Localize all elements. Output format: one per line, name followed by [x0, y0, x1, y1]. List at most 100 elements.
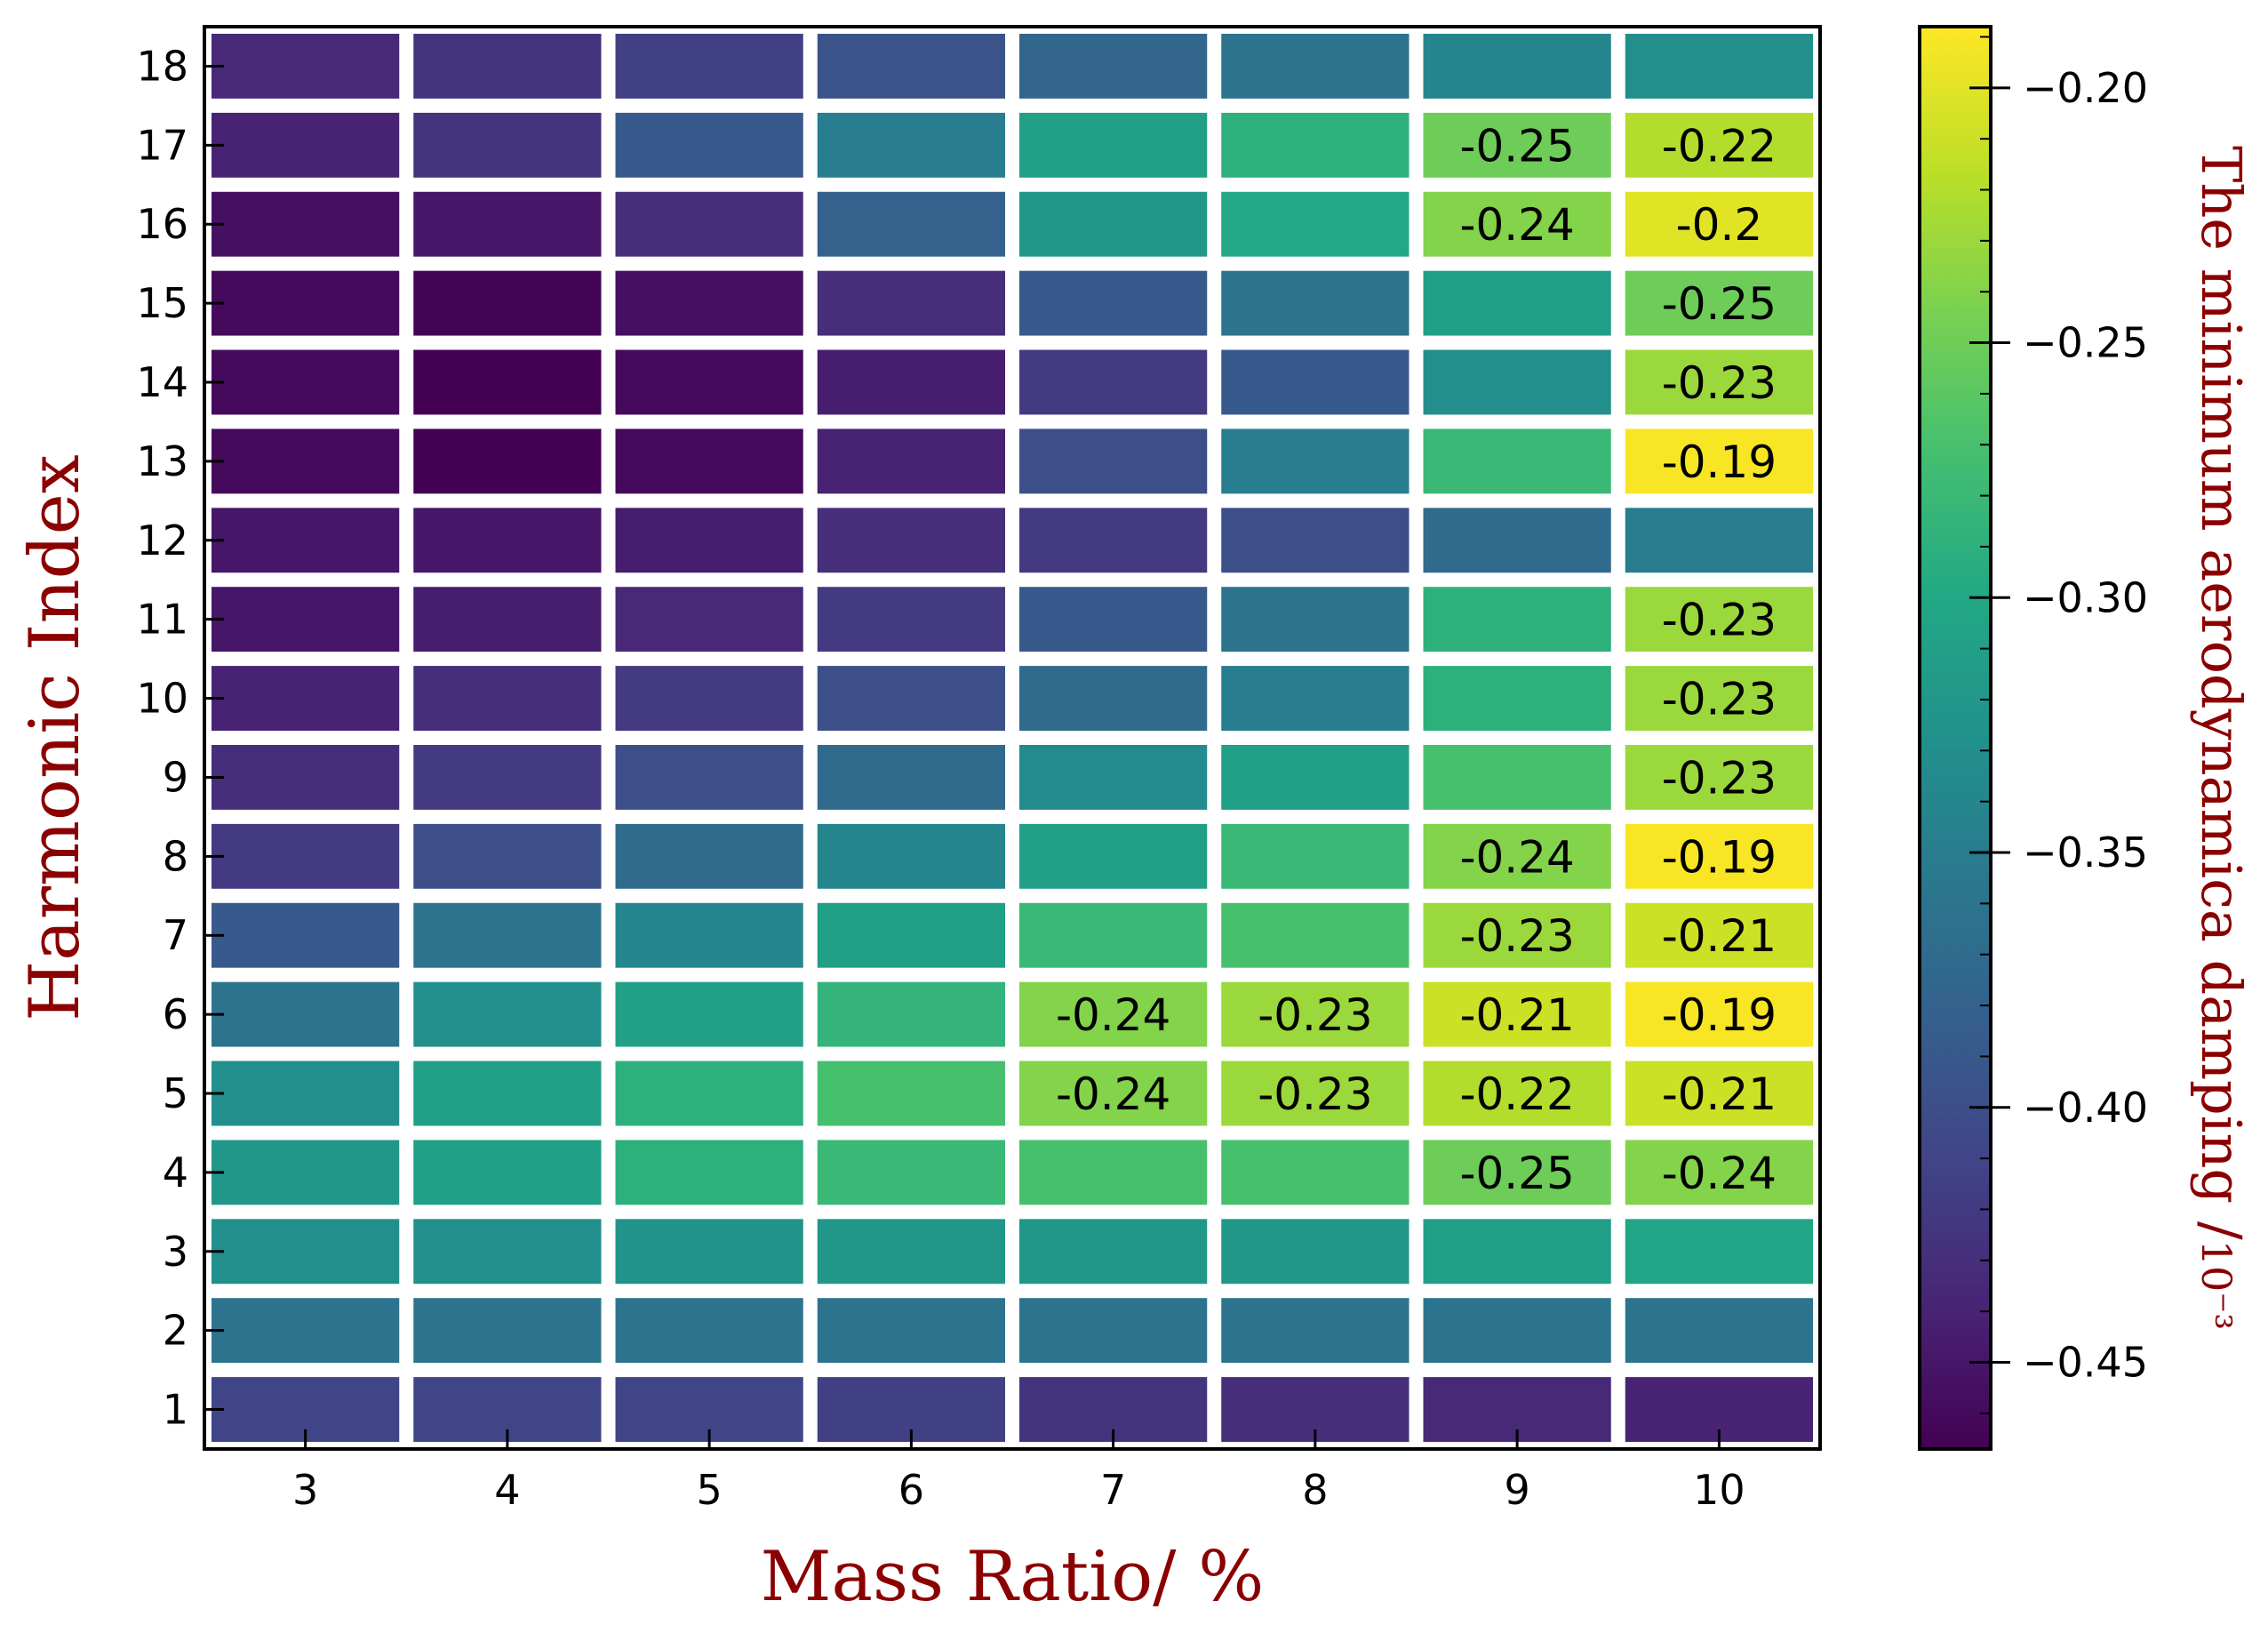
plot-frame [203, 25, 1822, 1451]
cell-m4-h18 [413, 34, 602, 99]
x-tick-label: 5 [696, 1466, 722, 1514]
cell-m5-h13 [615, 428, 803, 494]
cell-m3-h5 [212, 1061, 400, 1126]
cell-m3-h11 [212, 587, 400, 652]
cell-m9-h13 [1423, 428, 1611, 494]
cell-m5-h12 [615, 508, 803, 573]
cell-value-m8-h5: -0.23 [1258, 1069, 1372, 1120]
cell-m8-h7 [1221, 902, 1410, 968]
cell-m7-h5 [1019, 1061, 1208, 1126]
cell-m6-h9 [817, 745, 1005, 810]
cell-m10-h11 [1625, 587, 1813, 652]
cell-m8-h8 [1221, 823, 1410, 889]
cell-m5-h15 [615, 270, 803, 336]
cell-m3-h15 [212, 270, 400, 336]
cell-m5-h14 [615, 349, 803, 415]
cell-m8-h5 [1221, 1061, 1410, 1126]
cell-m7-h2 [1019, 1298, 1208, 1364]
cell-value-m9-h8: -0.24 [1459, 831, 1574, 883]
cell-m9-h17 [1423, 112, 1611, 178]
cell-m9-h6 [1423, 981, 1611, 1047]
x-axis-ticks: 3 4 5 6 7 8 9 10 [292, 1429, 1745, 1514]
cell-m8-h13 [1221, 428, 1410, 494]
cell-m10-h15 [1625, 270, 1813, 336]
cell-m5-h7 [615, 902, 803, 968]
y-tick-label: 8 [163, 832, 188, 880]
cell-m8-h14 [1221, 349, 1410, 415]
cell-m4-h16 [413, 191, 602, 257]
colorbar-tick-label: −0.45 [2023, 1339, 2148, 1387]
y-tick-label: 1 [163, 1386, 188, 1434]
cell-m4-h17 [413, 112, 602, 178]
colorbar-ticks: −0.45 −0.40 −0.35 −0.30 −0.25 −0.20 [1969, 36, 2148, 1414]
cell-m8-h15 [1221, 270, 1410, 336]
cell-m7-h17 [1019, 112, 1208, 178]
cell-value-m10-h10: -0.23 [1662, 674, 1777, 725]
x-tick-label: 7 [1100, 1466, 1126, 1514]
x-axis-title: Mass Ratio/ % [761, 1537, 1265, 1617]
cell-m5-h18 [615, 34, 803, 99]
x-tick-label: 4 [494, 1466, 520, 1514]
cell-m10-h17 [1625, 112, 1813, 178]
cell-value-m10-h4: -0.24 [1662, 1148, 1777, 1199]
y-tick-label: 11 [136, 596, 188, 644]
y-tick-label: 3 [163, 1228, 188, 1276]
colorbar-frame [1918, 25, 1992, 1451]
y-tick-label: 7 [163, 911, 188, 959]
cell-m8-h6 [1221, 981, 1410, 1047]
cell-value-m10-h13: -0.19 [1662, 436, 1777, 488]
cell-m5-h11 [615, 587, 803, 652]
cell-m3-h2 [212, 1298, 400, 1364]
cell-m4-h15 [413, 270, 602, 336]
cell-m4-h5 [413, 1061, 602, 1126]
cell-m4-h2 [413, 1298, 602, 1364]
cell-m7-h13 [1019, 428, 1208, 494]
cell-m9-h4 [1423, 1140, 1611, 1205]
cell-value-m10-h15: -0.25 [1662, 278, 1777, 330]
cell-m7-h10 [1019, 666, 1208, 731]
cell-value-m10-h5: -0.21 [1662, 1069, 1777, 1120]
cell-value-m8-h6: -0.23 [1258, 989, 1372, 1041]
cell-m10-h18 [1625, 34, 1813, 99]
cell-m5-h9 [615, 745, 803, 810]
cell-value-m7-h6: -0.24 [1056, 989, 1170, 1041]
colorbar-tick-label: −0.40 [2023, 1084, 2148, 1132]
cell-m9-h9 [1423, 745, 1611, 810]
cell-m10-h8 [1625, 823, 1813, 889]
cell-m5-h8 [615, 823, 803, 889]
y-tick-label: 6 [163, 990, 188, 1038]
cell-m6-h8 [817, 823, 1005, 889]
cell-m3-h7 [212, 902, 400, 968]
colorbar-tick-label: −0.20 [2023, 64, 2148, 112]
cell-m9-h3 [1423, 1219, 1611, 1285]
cell-value-m10-h7: -0.21 [1662, 910, 1777, 962]
cell-value-m10-h8: -0.19 [1662, 831, 1777, 883]
cell-m10-h12 [1625, 508, 1813, 573]
cell-m6-h7 [817, 902, 1005, 968]
cell-m4-h12 [413, 508, 602, 573]
cell-m7-h14 [1019, 349, 1208, 415]
cell-value-m9-h6: -0.21 [1459, 989, 1574, 1041]
cell-m10-h13 [1625, 428, 1813, 494]
cell-m4-h13 [413, 428, 602, 494]
cell-m6-h14 [817, 349, 1005, 415]
cell-m3-h17 [212, 112, 400, 178]
y-tick-label: 14 [136, 358, 188, 406]
x-tick-label: 6 [898, 1466, 924, 1514]
cell-m9-h11 [1423, 587, 1611, 652]
cell-value-m9-h16: -0.24 [1459, 199, 1574, 251]
cell-m7-h12 [1019, 508, 1208, 573]
cell-m3-h18 [212, 34, 400, 99]
cell-m7-h3 [1019, 1219, 1208, 1285]
cell-m9-h5 [1423, 1061, 1611, 1126]
cell-m5-h4 [615, 1140, 803, 1205]
cell-m6-h17 [817, 112, 1005, 178]
colorbar-tick-label: −0.25 [2023, 319, 2148, 367]
cell-m3-h3 [212, 1219, 400, 1285]
y-tick-label: 10 [136, 675, 188, 723]
cell-m9-h12 [1423, 508, 1611, 573]
y-tick-label: 13 [136, 437, 188, 485]
y-tick-label: 17 [136, 121, 188, 169]
